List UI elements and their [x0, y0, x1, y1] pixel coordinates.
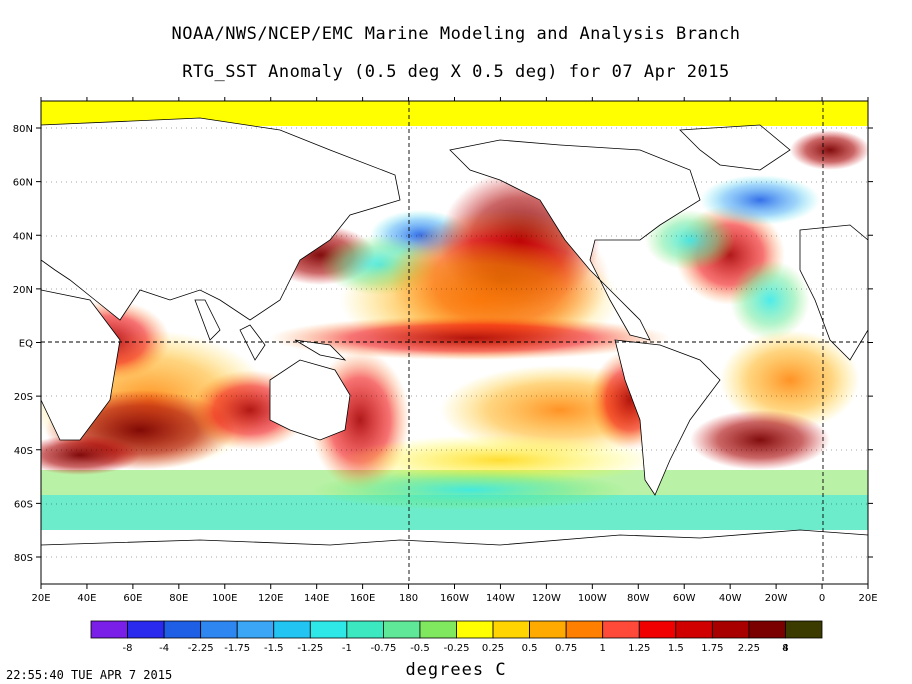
- colorbar-label: -1.25: [297, 643, 323, 654]
- x-tick-label: 80W: [627, 593, 650, 604]
- x-tick-label: 160E: [350, 593, 375, 604]
- x-tick-label: 40E: [77, 593, 96, 604]
- x-tick-label: 60E: [123, 593, 142, 604]
- colorbar-swatch: [565, 620, 604, 639]
- colorbar-swatch: [382, 620, 421, 639]
- colorbar-label: -1: [342, 643, 352, 654]
- colorbar-swatch: [273, 620, 311, 639]
- timestamp: 22:55:40 TUE APR 7 2015: [6, 668, 173, 682]
- colorbar-swatch: [346, 620, 384, 639]
- x-tick-label: 40W: [719, 593, 742, 604]
- colorbar-label: 4: [782, 643, 788, 654]
- colorbar-label: -2.25: [188, 643, 214, 654]
- colorbar-label: 1.5: [668, 643, 684, 654]
- x-tick-label: 100E: [212, 593, 237, 604]
- colorbar-label: 0.5: [522, 643, 538, 654]
- colorbar-label: -1.5: [264, 643, 284, 654]
- colorbar-swatch: [492, 620, 530, 639]
- colorbar-label: 1.75: [701, 643, 723, 654]
- colorbar-swatch: [456, 620, 494, 639]
- y-tick-label: 60N: [13, 178, 33, 189]
- colorbar-label: -1.75: [224, 643, 250, 654]
- x-tick-label: 120E: [258, 593, 283, 604]
- colorbar-label: 0.25: [482, 643, 504, 654]
- colorbar-label: -4: [159, 643, 169, 654]
- colorbar-swatch: [90, 620, 128, 639]
- latitude-axis: 80N 60N 40N 20N EQ 20S 40S 60S 80S: [13, 124, 873, 564]
- colorbar-label: -0.25: [444, 643, 470, 654]
- y-tick-label: 80N: [13, 124, 33, 135]
- colorbar-swatch: [200, 620, 238, 639]
- y-tick-label: 20N: [13, 285, 33, 296]
- colorbar-label: -0.75: [370, 643, 396, 654]
- colorbar-swatch: [785, 620, 823, 639]
- colorbar-swatch: [711, 620, 750, 639]
- y-tick-label: 80S: [14, 553, 33, 564]
- colorbar-label: -0.5: [410, 643, 430, 654]
- x-tick-label: 20E: [31, 593, 50, 604]
- x-tick-label: 0: [819, 593, 825, 604]
- colorbar-swatch: [529, 620, 567, 639]
- longitude-axis: 20E 40E 60E 80E 100E 120E 140E 160E 180 160W 140W 1…: [31, 97, 878, 604]
- colorbar-swatch: [602, 620, 640, 639]
- x-tick-label: 160W: [440, 593, 469, 604]
- anomaly-field: [41, 101, 868, 584]
- colorbar-swatch: [748, 620, 786, 639]
- colorbar-swatch: [309, 620, 348, 639]
- x-tick-label: 20E: [858, 593, 877, 604]
- colorbar-swatch: [127, 620, 165, 639]
- colorbar-swatch: [163, 620, 202, 639]
- x-tick-label: 120W: [532, 593, 561, 604]
- colorbar-label: -8: [123, 643, 133, 654]
- colorbar-swatch: [419, 620, 457, 639]
- colorbar-label: 0.75: [555, 643, 577, 654]
- y-tick-label: 40N: [13, 231, 33, 242]
- colorbar: -8 -4 -2.25 -1.75 -1.5 -1.25 -1 -0.75 -0.5 -0.25 0…: [90, 620, 823, 654]
- chart-subtitle: RTG_SST Anomaly (0.5 deg X 0.5 deg) for …: [182, 62, 730, 82]
- x-tick-label: 20W: [765, 593, 788, 604]
- chart-title: NOAA/NWS/NCEP/EMC Marine Modeling and An…: [171, 24, 741, 44]
- x-tick-label: 80E: [169, 593, 188, 604]
- colorbar-swatch: [236, 620, 275, 639]
- y-tick-label: 60S: [14, 499, 33, 510]
- y-tick-label: EQ: [19, 339, 33, 350]
- colorbar-swatch: [638, 620, 677, 639]
- colorbar-label: 1.25: [628, 643, 650, 654]
- colorbar-label: 2.25: [738, 643, 760, 654]
- x-tick-label: 140E: [304, 593, 329, 604]
- x-tick-label: 180: [399, 593, 418, 604]
- colorbar-label: 1: [600, 643, 606, 654]
- x-tick-label: 100W: [578, 593, 607, 604]
- y-tick-label: 20S: [14, 392, 33, 403]
- y-tick-label: 40S: [14, 446, 33, 457]
- colorbar-swatch: [675, 620, 713, 639]
- colorbar-label: 8: [782, 643, 788, 654]
- x-tick-label: 140W: [486, 593, 515, 604]
- x-tick-label: 60W: [673, 593, 696, 604]
- colorbar-unit-label: degrees C: [405, 660, 507, 680]
